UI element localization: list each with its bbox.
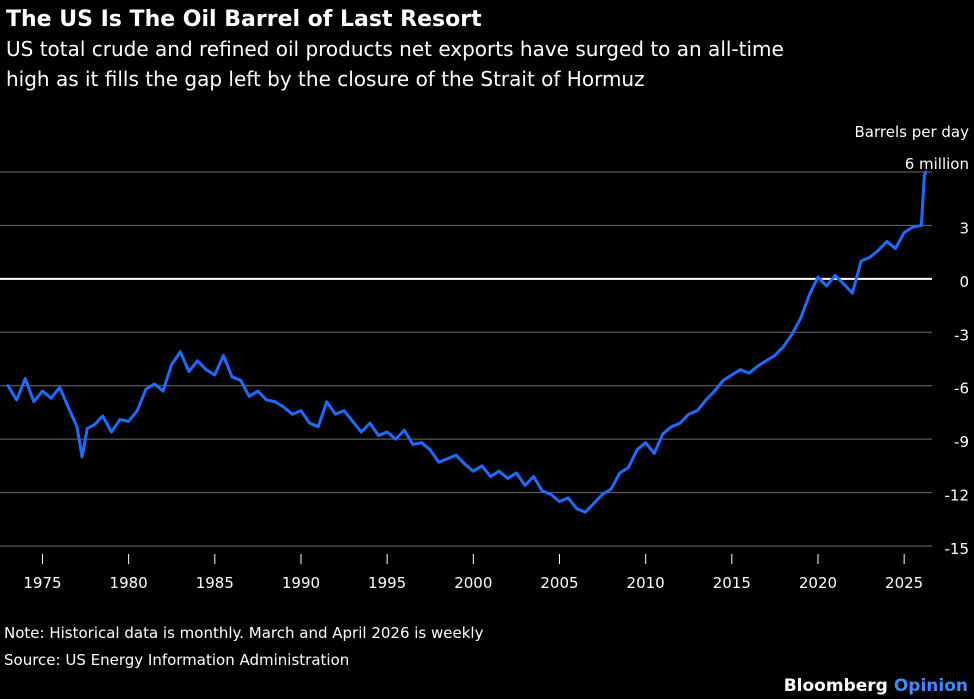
chart-subtitle-line-1: US total crude and refined oil products … bbox=[6, 37, 784, 61]
x-tick-label: 2015 bbox=[713, 574, 751, 592]
y-axis-tick-labels: 6 million 3 0 -3 -6 -9 -12 -15 bbox=[905, 155, 969, 558]
x-tick-label: 2010 bbox=[627, 574, 665, 592]
x-tick-label: 1985 bbox=[196, 574, 234, 592]
y-tick-label: 3 bbox=[959, 219, 969, 237]
x-tick-label: 1975 bbox=[23, 574, 61, 592]
y-tick-label: -12 bbox=[945, 487, 970, 505]
x-tick-label: 2000 bbox=[454, 574, 492, 592]
brand-name: Bloomberg bbox=[784, 676, 888, 696]
series-layer bbox=[6, 170, 928, 514]
chart-subtitle-line-2: high as it fills the gap left by the clo… bbox=[6, 67, 645, 91]
x-tick-label: 2020 bbox=[799, 574, 837, 592]
x-axis-tick-labels: 1975 1980 1985 1990 1995 2000 2005 2010 2015 2020… bbox=[23, 554, 923, 592]
y-tick-label: -15 bbox=[945, 540, 970, 558]
brand-logo: Bloomberg Opinion bbox=[784, 676, 968, 696]
y-tick-label: -9 bbox=[954, 433, 969, 451]
y-axis-unit-label: Barrels per day bbox=[855, 123, 970, 141]
x-tick-label: 2005 bbox=[540, 574, 578, 592]
brand-suffix: Opinion bbox=[894, 676, 968, 696]
x-tick-label: 1995 bbox=[368, 574, 406, 592]
y-tick-label: 6 million bbox=[905, 155, 969, 173]
chart-note: Note: Historical data is monthly. March … bbox=[4, 624, 484, 642]
x-tick-label: 2025 bbox=[885, 574, 923, 592]
y-tick-label: -6 bbox=[954, 380, 969, 398]
y-tick-label: 0 bbox=[959, 273, 969, 291]
series-line bbox=[6, 170, 928, 514]
y-tick-label: -3 bbox=[954, 326, 969, 344]
x-tick-label: 1990 bbox=[282, 574, 320, 592]
chart-source: Source: US Energy Information Administra… bbox=[4, 651, 349, 669]
x-tick-label: 1980 bbox=[110, 574, 148, 592]
chart-title: The US Is The Oil Barrel of Last Resort bbox=[6, 7, 482, 32]
